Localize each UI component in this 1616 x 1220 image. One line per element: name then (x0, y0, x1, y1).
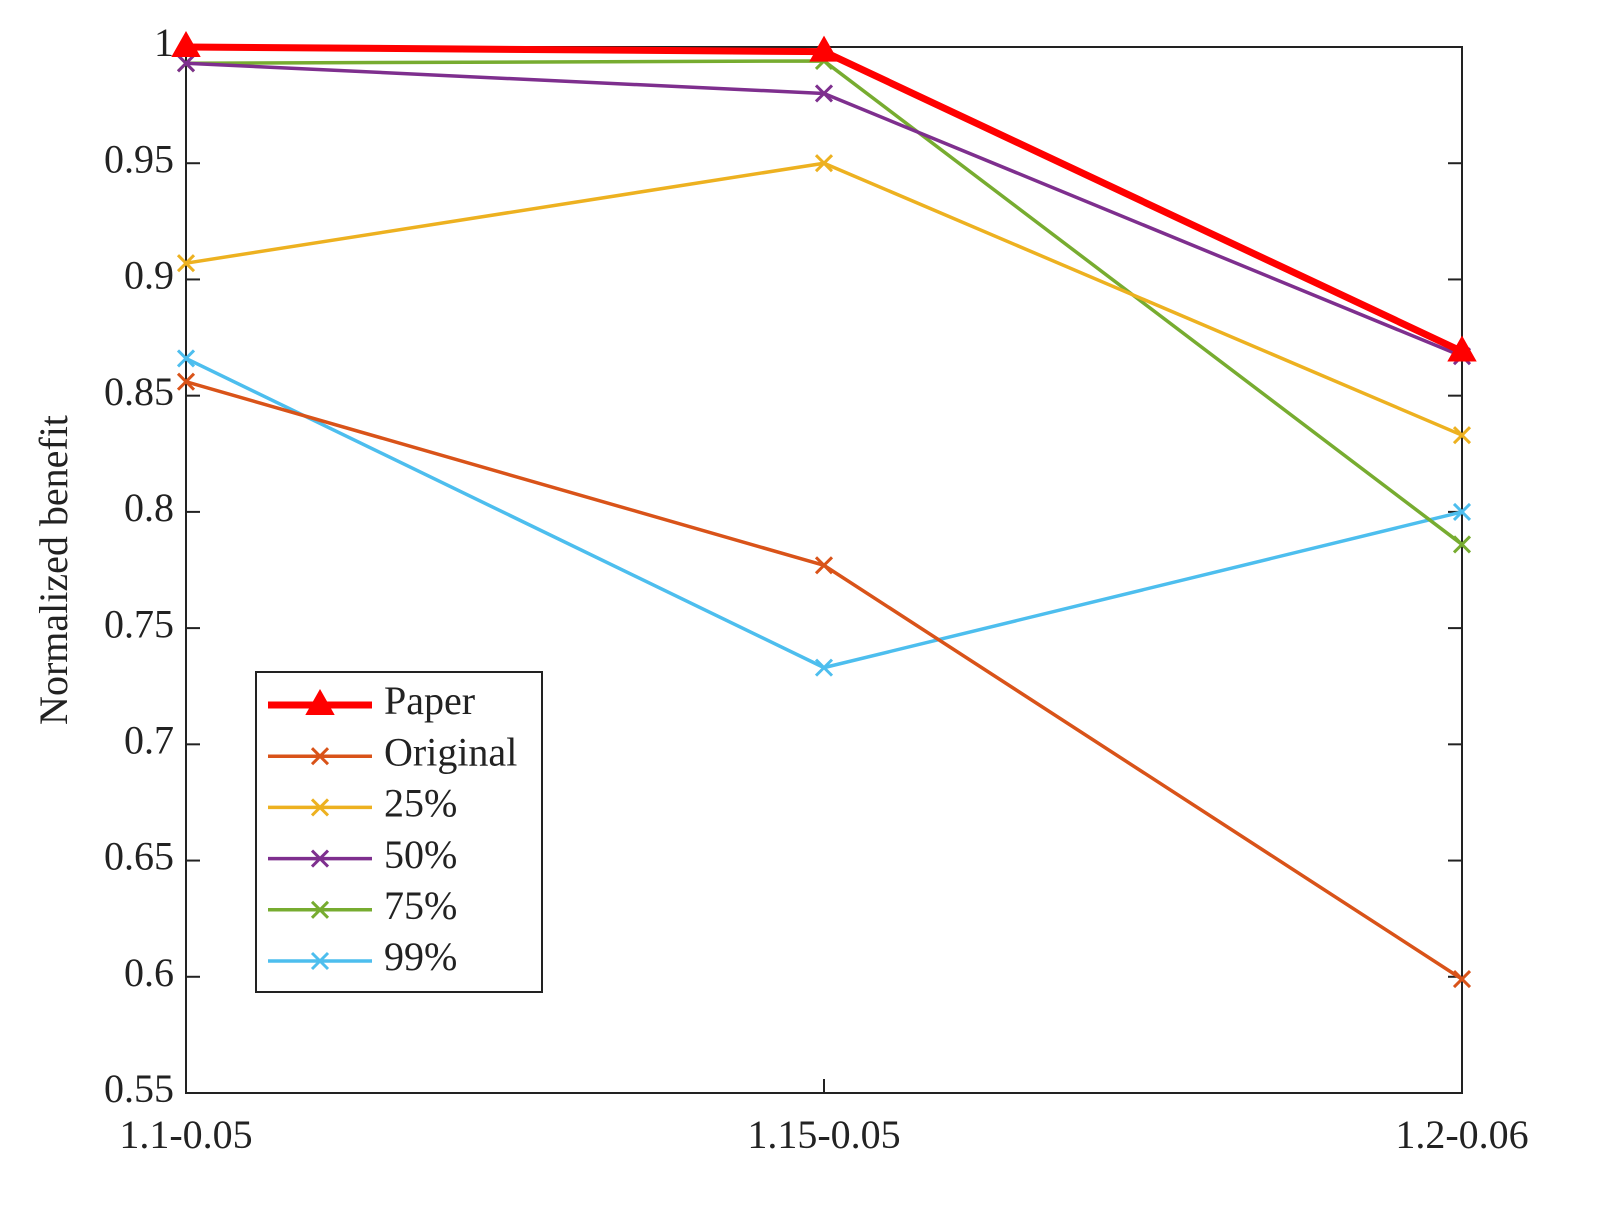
legend-marker (310, 900, 330, 919)
x-tick-label: 1.15-0.05 (747, 1112, 900, 1157)
y-tick-label: 0.8 (124, 485, 174, 530)
data-point (809, 35, 839, 62)
data-point (176, 254, 196, 273)
legend-marker (305, 688, 335, 715)
data-point (1452, 535, 1472, 554)
y-tick-label: 0.75 (104, 601, 174, 646)
data-point (1452, 970, 1472, 989)
y-axis-label: Normalized benefit (31, 415, 76, 725)
x-tick-label: 1.1-0.05 (119, 1112, 252, 1157)
series-line (185, 356, 1463, 670)
data-point (176, 372, 196, 391)
legend-label: 99% (384, 934, 457, 979)
y-tick-label: 0.85 (104, 369, 174, 414)
data-point (176, 349, 196, 368)
legend-label: 25% (384, 781, 457, 826)
y-tick-label: 0.9 (124, 253, 174, 298)
y-tick-label: 0.7 (124, 718, 174, 763)
y-tick-label: 0.6 (124, 950, 174, 995)
legend-marker (310, 951, 330, 971)
series-line (185, 59, 1464, 546)
data-point (814, 658, 834, 677)
y-tick-label: 0.95 (104, 136, 174, 181)
data-point (814, 154, 834, 173)
legend-marker (310, 849, 330, 868)
legend-label: 50% (384, 832, 457, 877)
data-point (1452, 426, 1472, 445)
data-point (1447, 335, 1477, 362)
series-line (185, 61, 1463, 358)
data-point (814, 556, 834, 575)
legend-label: Paper (384, 678, 475, 723)
y-tick-label: 0.65 (104, 834, 174, 879)
legend-label: Original (384, 729, 517, 774)
legend-label: 75% (384, 883, 457, 928)
data-point (814, 84, 834, 103)
data-point (171, 30, 201, 57)
series-line (185, 161, 1463, 437)
legend-marker (310, 747, 330, 766)
x-tick-label: 1.2-0.06 (1395, 1112, 1528, 1157)
legend-marker (310, 798, 330, 817)
y-tick-label: 1 (154, 20, 174, 65)
data-point (1452, 502, 1472, 521)
y-tick-label: 0.55 (104, 1066, 174, 1111)
legend-box (255, 671, 543, 993)
data-point (176, 54, 196, 73)
